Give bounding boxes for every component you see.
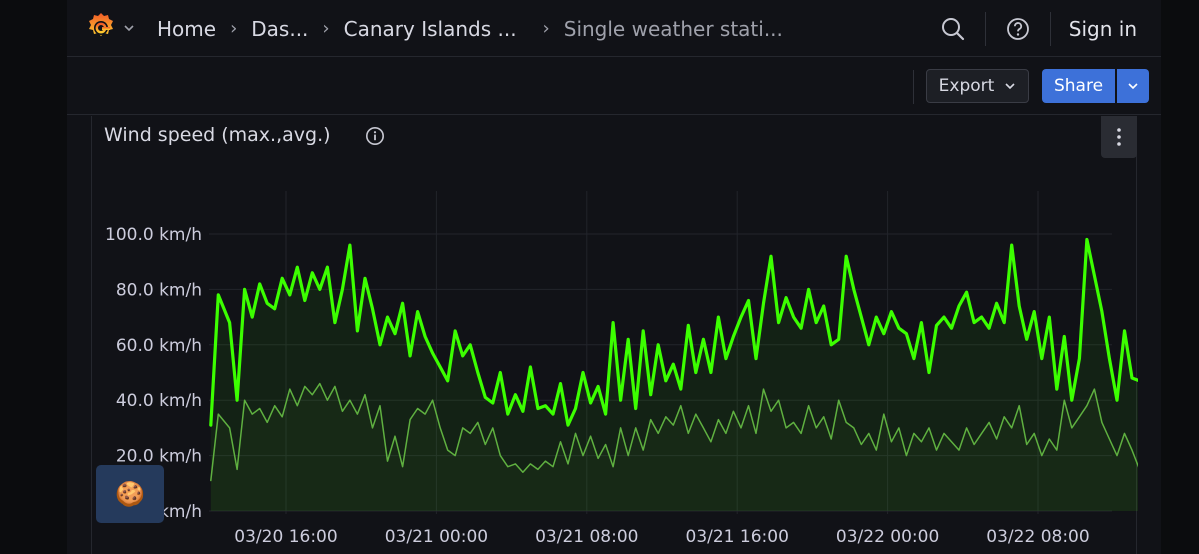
y-tick-label: 60.0 km/h xyxy=(116,336,202,356)
x-tick-label: 03/21 08:00 xyxy=(535,527,638,547)
grafana-app: Home › Das... › Canary Islands ... › Sin… xyxy=(67,0,1161,554)
series-line-avg-area xyxy=(210,383,1138,511)
breadcrumb: Home › Das... › Canary Islands ... › Sin… xyxy=(157,0,783,57)
grafana-logo-icon[interactable] xyxy=(83,10,119,46)
x-tick-label: 03/21 00:00 xyxy=(385,527,488,547)
chevron-right-icon: › xyxy=(542,18,550,39)
wind-speed-chart[interactable]: 0.0 km/h20.0 km/h40.0 km/h60.0 km/h80.0 … xyxy=(92,116,1138,554)
y-tick-label: 40.0 km/h xyxy=(116,391,202,411)
breadcrumb-current-dashboard: Single weather stati... xyxy=(563,16,783,41)
x-tick-label: 03/22 00:00 xyxy=(836,527,939,547)
sign-in-link[interactable]: Sign in xyxy=(1068,16,1137,41)
share-label: Share xyxy=(1053,76,1104,96)
breadcrumb-dashboards[interactable]: Das... xyxy=(251,16,309,41)
top-navigation-bar: Home › Das... › Canary Islands ... › Sin… xyxy=(67,0,1161,57)
help-icon xyxy=(1006,17,1029,40)
export-label: Export xyxy=(938,76,995,96)
breadcrumb-folder[interactable]: Canary Islands ... xyxy=(343,16,517,41)
chevron-right-icon: › xyxy=(230,18,238,39)
divider xyxy=(913,70,914,104)
share-dropdown-button[interactable] xyxy=(1117,69,1149,103)
cookie-consent-button[interactable]: 🍪 xyxy=(96,465,164,523)
divider xyxy=(1049,11,1051,46)
help-button[interactable] xyxy=(998,9,1038,49)
wind-speed-panel: Wind speed (max.,avg.) 0.0 km/h 20.0 km/h… xyxy=(91,116,1138,554)
breadcrumb-home[interactable]: Home xyxy=(157,16,217,41)
share-button[interactable]: Share xyxy=(1042,69,1115,103)
x-tick-label: 03/20 16:00 xyxy=(234,527,337,547)
chevron-right-icon: › xyxy=(322,18,330,39)
top-right-actions: Sign in xyxy=(933,0,1161,57)
chevron-down-icon xyxy=(1128,83,1138,90)
search-button[interactable] xyxy=(933,9,973,49)
series-line-max-area xyxy=(210,239,1138,511)
panel-menu-button[interactable] xyxy=(1101,116,1137,158)
series-line-max[interactable] xyxy=(209,209,1138,433)
y-tick-label: 80.0 km/h xyxy=(116,280,202,300)
y-tick-label: 20.0 km/h xyxy=(116,447,202,467)
chevron-down-icon[interactable] xyxy=(123,22,135,34)
info-icon[interactable] xyxy=(365,126,385,146)
x-tick-label: 03/21 16:00 xyxy=(686,527,789,547)
series-line-avg[interactable] xyxy=(210,350,1138,482)
chevron-down-icon xyxy=(1005,83,1015,90)
dashboard-toolbar: Export Share xyxy=(67,57,1161,115)
x-tick-label: 03/22 08:00 xyxy=(986,527,1089,547)
search-icon xyxy=(941,17,964,40)
more-vertical-icon xyxy=(1117,128,1121,146)
cookie-icon: 🍪 xyxy=(115,480,145,508)
panel-title: Wind speed (max.,avg.) xyxy=(104,124,331,146)
divider xyxy=(984,11,986,46)
export-button[interactable]: Export xyxy=(926,69,1029,103)
y-tick-label: 100.0 km/h xyxy=(105,225,202,245)
